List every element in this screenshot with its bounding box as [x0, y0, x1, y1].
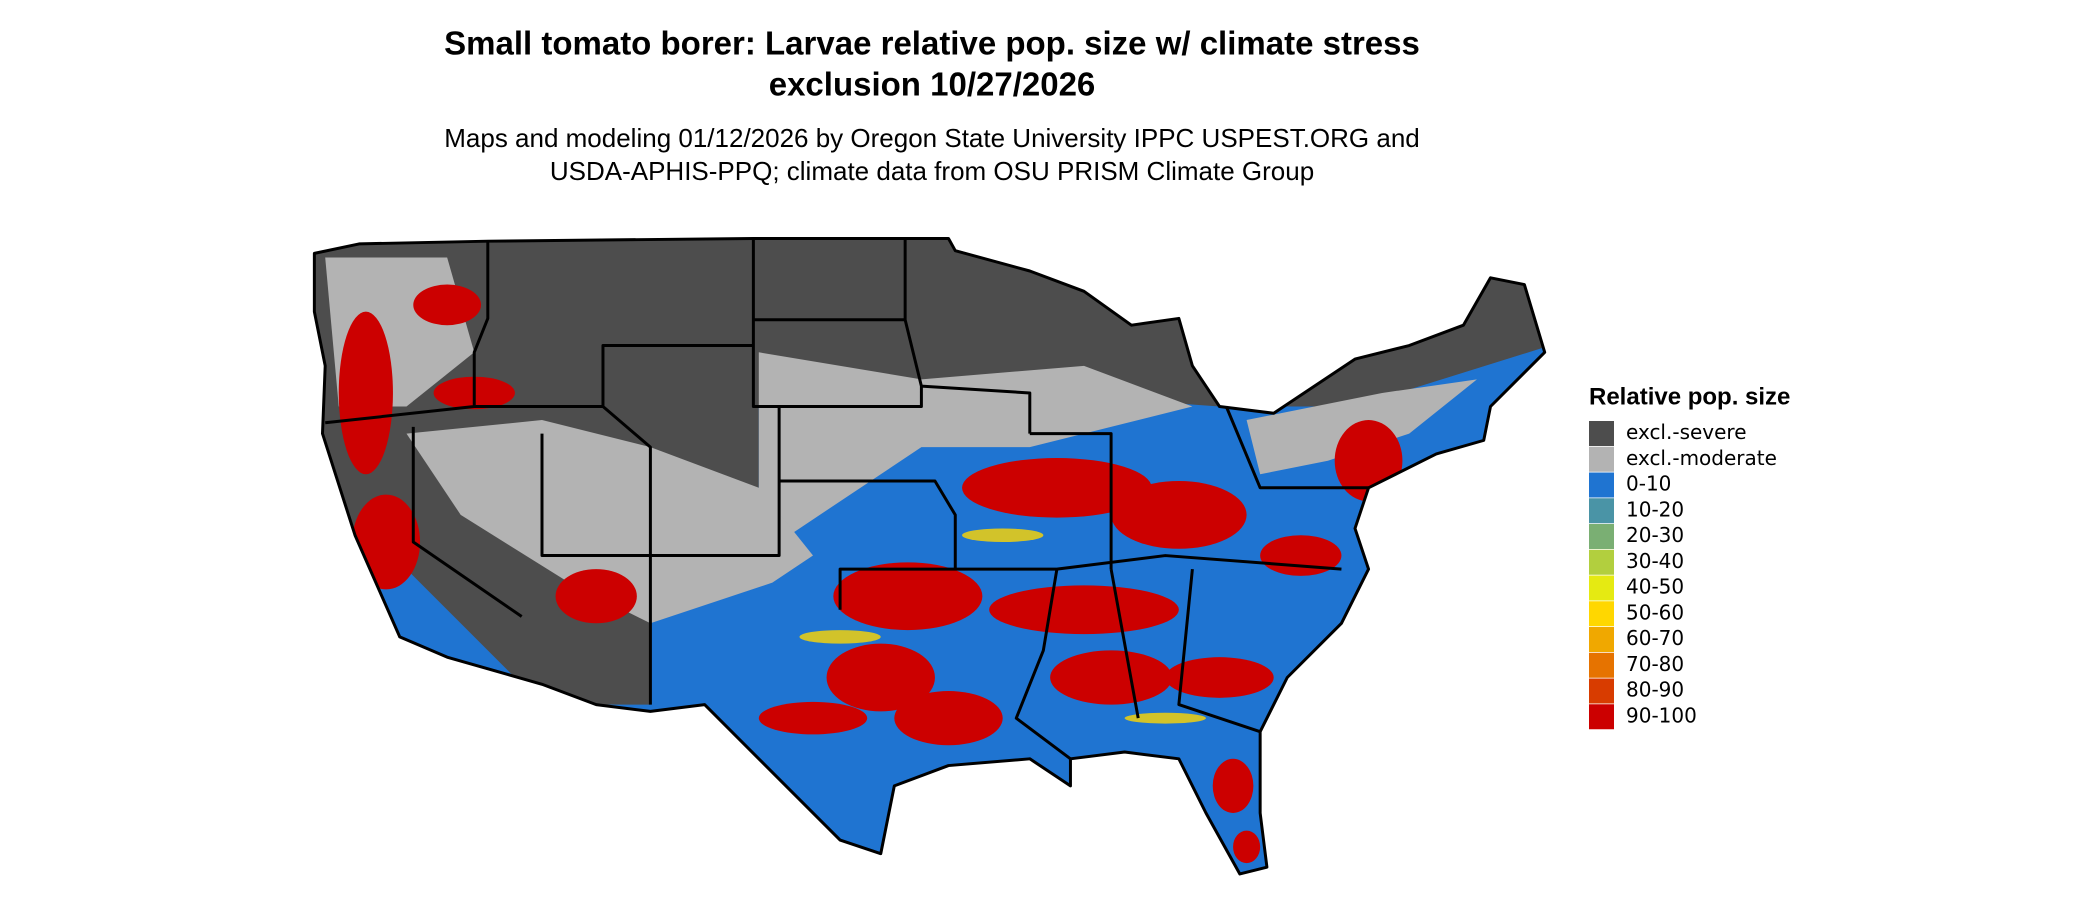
legend-label: 90-100	[1626, 703, 1697, 727]
legend-swatch	[1589, 446, 1614, 472]
legend-label: 30-40	[1626, 549, 1684, 573]
state-borders	[312, 236, 1547, 876]
legend-swatch	[1589, 498, 1614, 524]
subtitle: Maps and modeling 01/12/2026 by Oregon S…	[444, 123, 1420, 153]
legend-label: 80-90	[1626, 678, 1684, 702]
map	[312, 236, 1547, 876]
legend-label: 0-10	[1626, 472, 1671, 496]
legend-title: Relative pop. size	[1589, 383, 1790, 410]
legend-swatch	[1589, 627, 1614, 652]
legend-label: 60-70	[1626, 626, 1684, 650]
legend-label: 20-30	[1626, 523, 1684, 547]
legend-swatch	[1589, 575, 1614, 601]
legend-swatch	[1589, 472, 1614, 498]
legend-swatch	[1589, 678, 1614, 704]
title: exclusion 10/27/2026	[769, 66, 1096, 103]
legend-swatch	[1589, 524, 1614, 549]
subtitle: USDA-APHIS-PPQ; climate data from OSU PR…	[550, 156, 1314, 186]
legend-label: 40-50	[1626, 575, 1684, 599]
map-fill	[314, 238, 1545, 874]
legend-label: 70-80	[1626, 652, 1684, 676]
legend-swatch	[1589, 601, 1614, 627]
legend-swatch	[1589, 704, 1614, 730]
legend-label: 50-60	[1626, 600, 1684, 624]
legend-swatch	[1589, 549, 1614, 575]
legend-label: 10-20	[1626, 497, 1684, 521]
legend: excl.-severeexcl.-moderate0-1010-2020-30…	[1589, 420, 1777, 730]
legend-label: excl.-severe	[1626, 420, 1747, 444]
legend-swatch	[1589, 421, 1614, 446]
legend-label: excl.-moderate	[1626, 446, 1777, 470]
title: Small tomato borer: Larvae relative pop.…	[444, 25, 1420, 62]
legend-swatch	[1589, 652, 1614, 678]
